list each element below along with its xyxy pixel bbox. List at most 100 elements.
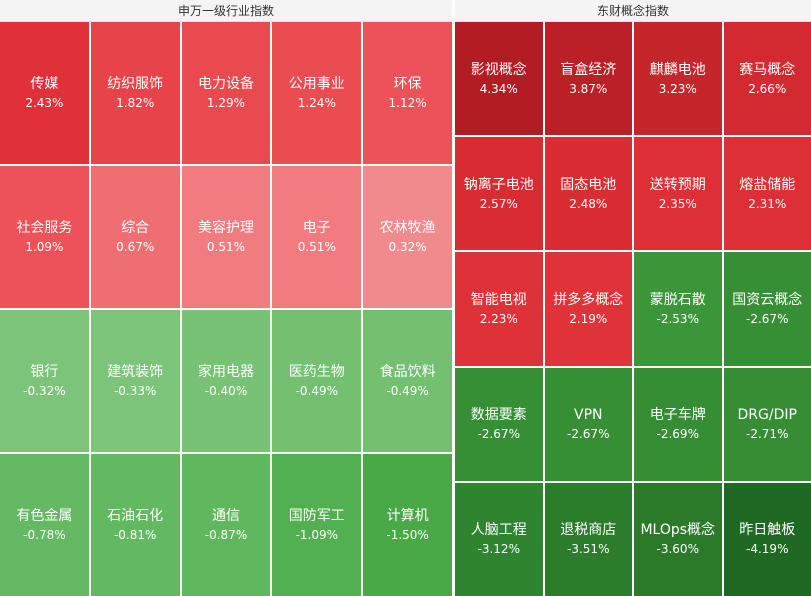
tile-name: 银行: [30, 364, 59, 380]
heatmap-tile[interactable]: DRG/DIP -2.71%: [723, 367, 811, 481]
tile-name: 人脑工程: [470, 522, 527, 539]
heatmap-tile[interactable]: 美容护理 0.51%: [181, 166, 271, 308]
heatmap-tile[interactable]: 电子车牌 -2.69%: [634, 367, 722, 481]
heatmap-tile[interactable]: MLOps概念 -3.60%: [634, 482, 722, 596]
heatmap-tile[interactable]: 医药生物 -0.49%: [272, 310, 362, 452]
heatmap-tile[interactable]: 固态电池 2.48%: [544, 137, 632, 251]
tile-name: 赛马概念: [739, 61, 796, 78]
heatmap-tile[interactable]: 农林牧渔 0.32%: [363, 166, 452, 308]
concept-grid: 影视概念 4.34% 盲盒经济 3.87% 麒麟电池 3.23% 赛马概念 2.66% 钠离子电…: [455, 22, 811, 596]
tile-name: 家用电器: [197, 364, 254, 380]
tile-change-percent: -2.67%: [746, 311, 789, 326]
tile-change-percent: 2.48%: [569, 196, 608, 211]
tile-change-percent: -3.12%: [477, 542, 520, 557]
sw-industry-panel: 申万一级行业指数 传媒 2.43% 纺织服饰 1.82% 电力设备 1.29% 公用事业 1.…: [0, 0, 452, 596]
tile-name: DRG/DIP: [737, 407, 797, 424]
heatmap-tile[interactable]: 公用事业 1.24%: [272, 22, 362, 164]
heatmap-tile[interactable]: 蒙脱石散 -2.53%: [634, 252, 722, 366]
heatmap-tile[interactable]: 送转预期 2.35%: [634, 137, 722, 251]
tile-name: 美容护理: [197, 220, 254, 236]
tile-change-percent: -3.60%: [656, 542, 699, 557]
sw-industry-grid: 传媒 2.43% 纺织服饰 1.82% 电力设备 1.29% 公用事业 1.24% 环保 1.12…: [0, 22, 452, 596]
heatmap-tile[interactable]: 电子 0.51%: [272, 166, 362, 308]
heatmap-tile[interactable]: 国防军工 -1.09%: [272, 454, 362, 596]
tile-name: 数据要素: [470, 407, 527, 424]
tile-change-percent: -0.49%: [295, 384, 339, 398]
panel-title: 东财概念指数: [455, 0, 811, 22]
tile-name: 智能电视: [470, 291, 527, 308]
tile-name: 建筑装饰: [107, 364, 164, 380]
tile-name: 熔盐储能: [739, 176, 796, 193]
heatmap-tile[interactable]: 银行 -0.32%: [0, 310, 89, 452]
heatmap-tile[interactable]: 熔盐储能 2.31%: [723, 137, 811, 251]
tile-change-percent: -0.78%: [23, 528, 66, 542]
heatmap-tile[interactable]: 家用电器 -0.40%: [181, 310, 271, 452]
tile-change-percent: -2.71%: [746, 427, 789, 442]
tile-change-percent: 0.51%: [297, 240, 336, 254]
heatmap-tile[interactable]: 拼多多概念 2.19%: [544, 252, 632, 366]
tile-change-percent: -0.32%: [23, 384, 66, 398]
tile-name: 传媒: [30, 76, 59, 92]
tile-name: 国防军工: [288, 508, 345, 524]
heatmap-tile[interactable]: 通信 -0.87%: [181, 454, 271, 596]
tile-change-percent: 2.66%: [748, 81, 787, 96]
tile-name: 公用事业: [288, 76, 345, 92]
tile-change-percent: -3.51%: [567, 542, 610, 557]
tile-name: 农林牧渔: [379, 220, 436, 236]
heatmap-tile[interactable]: 综合 0.67%: [90, 166, 180, 308]
heatmap-tile[interactable]: 钠离子电池 2.57%: [455, 137, 543, 251]
tile-name: 计算机: [386, 508, 429, 524]
tile-change-percent: 2.31%: [748, 196, 787, 211]
tile-change-percent: 2.43%: [25, 96, 64, 110]
tile-change-percent: -1.09%: [295, 528, 339, 542]
heatmap-tile[interactable]: 电力设备 1.29%: [181, 22, 271, 164]
heatmap-tile[interactable]: 人脑工程 -3.12%: [455, 482, 543, 596]
heatmap-tile[interactable]: 石油石化 -0.81%: [90, 454, 180, 596]
tile-name: 钠离子电池: [463, 176, 534, 193]
tile-name: 社会服务: [16, 220, 73, 236]
tile-change-percent: 0.67%: [116, 240, 155, 254]
heatmap-tile[interactable]: 计算机 -1.50%: [363, 454, 452, 596]
tile-change-percent: 1.82%: [116, 96, 155, 110]
tile-change-percent: 1.09%: [25, 240, 64, 254]
panel-title: 申万一级行业指数: [0, 0, 452, 22]
tile-change-percent: -0.40%: [204, 384, 248, 398]
tile-name: 通信: [211, 508, 240, 524]
tile-name: 拼多多概念: [553, 291, 624, 308]
heatmap-tile[interactable]: 国资云概念 -2.67%: [723, 252, 811, 366]
tile-name: VPN: [574, 407, 603, 424]
heatmap-tile[interactable]: 退税商店 -3.51%: [544, 482, 632, 596]
tile-change-percent: 3.87%: [569, 81, 608, 96]
heatmap-tile[interactable]: 智能电视 2.23%: [455, 252, 543, 366]
heatmap-tile[interactable]: 建筑装饰 -0.33%: [90, 310, 180, 452]
heatmap-tile[interactable]: 环保 1.12%: [363, 22, 452, 164]
heatmap-tile[interactable]: 社会服务 1.09%: [0, 166, 89, 308]
tile-name: 送转预期: [649, 176, 706, 193]
tile-name: 固态电池: [560, 176, 617, 193]
heatmap-tile[interactable]: 麒麟电池 3.23%: [634, 22, 722, 136]
tile-change-percent: -2.67%: [477, 427, 520, 442]
heatmap-tile[interactable]: 影视概念 4.34%: [455, 22, 543, 136]
heatmap-tile[interactable]: VPN -2.67%: [544, 367, 632, 481]
heatmap-tile[interactable]: 昨日触板 -4.19%: [723, 482, 811, 596]
heatmap-tile[interactable]: 有色金属 -0.78%: [0, 454, 89, 596]
tile-change-percent: -1.50%: [386, 528, 429, 542]
tile-change-percent: -0.81%: [113, 528, 157, 542]
tile-change-percent: 4.34%: [479, 81, 518, 96]
tile-change-percent: 1.12%: [388, 96, 427, 110]
tile-name: 石油石化: [107, 508, 164, 524]
tile-name: 盲盒经济: [560, 61, 617, 78]
tile-name: 有色金属: [16, 508, 73, 524]
heatmap-tile[interactable]: 盲盒经济 3.87%: [544, 22, 632, 136]
tile-change-percent: 3.23%: [658, 81, 697, 96]
tile-change-percent: -0.87%: [204, 528, 248, 542]
heatmap-tile[interactable]: 赛马概念 2.66%: [723, 22, 811, 136]
tile-change-percent: 1.29%: [206, 96, 246, 110]
heatmap-tile[interactable]: 食品饮料 -0.49%: [363, 310, 452, 452]
heatmap-tile[interactable]: 传媒 2.43%: [0, 22, 89, 164]
tile-change-percent: -2.53%: [656, 311, 699, 326]
heatmap-tile[interactable]: 纺织服饰 1.82%: [90, 22, 180, 164]
heatmap-tile[interactable]: 数据要素 -2.67%: [455, 367, 543, 481]
tile-name: 纺织服饰: [107, 76, 164, 92]
